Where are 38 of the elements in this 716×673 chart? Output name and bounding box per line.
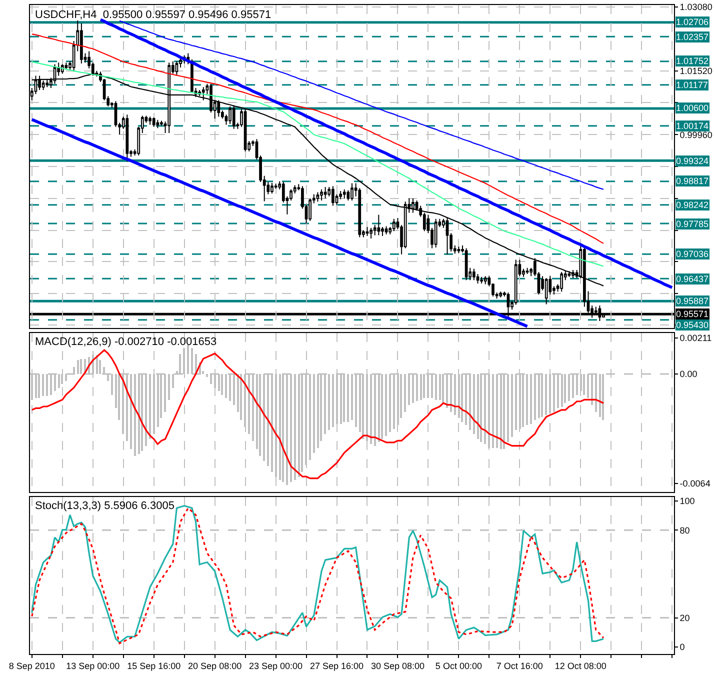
ref-line-label: 0.98242: [676, 200, 709, 210]
y-tick-label: 100: [680, 496, 695, 506]
y-tick-label: 0.00: [680, 369, 698, 380]
x-tick-label: 15 Sep 16:00: [127, 660, 181, 671]
chart-title: USDCHF,H4 0.95500 0.95597 0.95496 0.95571: [35, 9, 272, 21]
ref-line-label: 0.97036: [676, 249, 709, 259]
y-tick-label: 20: [680, 612, 690, 623]
x-tick-label: 7 Oct 16:00: [496, 660, 543, 671]
x-tick-label: 30 Sep 08:00: [370, 660, 425, 671]
y-tick-label: 0: [680, 642, 685, 652]
x-tick-label: 20 Sep 08:00: [188, 660, 242, 671]
ref-line-label: 1.01177: [676, 80, 708, 90]
ref-line-label: 0.95887: [676, 296, 709, 306]
chart-title: Stoch(13,3,3) 5.5906 6.3005: [35, 500, 174, 512]
y-tick-label: 80: [680, 525, 690, 536]
y-tick-label: 1.01520: [680, 66, 712, 76]
ref-line-label: 1.00600: [676, 103, 709, 113]
y-tick-label: -0.0064: [680, 478, 710, 489]
chart-title: MACD(12,26,9) -0.002710 -0.001653: [35, 336, 217, 348]
ref-line-label: 1.02706: [676, 17, 709, 27]
ref-line-label: 1.01752: [676, 56, 709, 66]
y-tick-label: 1.03080: [680, 2, 712, 12]
x-tick-label: 12 Oct 08:00: [554, 660, 606, 671]
ref-line-label: 0.98817: [676, 176, 709, 186]
x-tick-label: 23 Sep 00:00: [249, 660, 303, 671]
ref-line-label: 0.95430: [676, 320, 709, 330]
x-tick-label: 27 Sep 16:00: [310, 660, 364, 671]
ref-line-label: 1.00174: [676, 121, 709, 131]
ref-line-label: 0.99324: [676, 156, 709, 166]
y-tick-label: 0.99960: [680, 130, 712, 140]
ref-line-label: 1.02357: [676, 32, 709, 42]
x-tick-label: 8 Sep 2010: [8, 660, 55, 671]
x-tick-label: 13 Sep 00:00: [66, 660, 120, 671]
ref-line-label: 0.97785: [676, 219, 709, 229]
x-tick-label: 5 Oct 00:00: [435, 660, 482, 671]
ref-line-label: 0.95571: [676, 309, 709, 319]
y-tick-label: 0.00211: [680, 333, 712, 344]
ref-line-label: 0.96437: [676, 274, 709, 284]
